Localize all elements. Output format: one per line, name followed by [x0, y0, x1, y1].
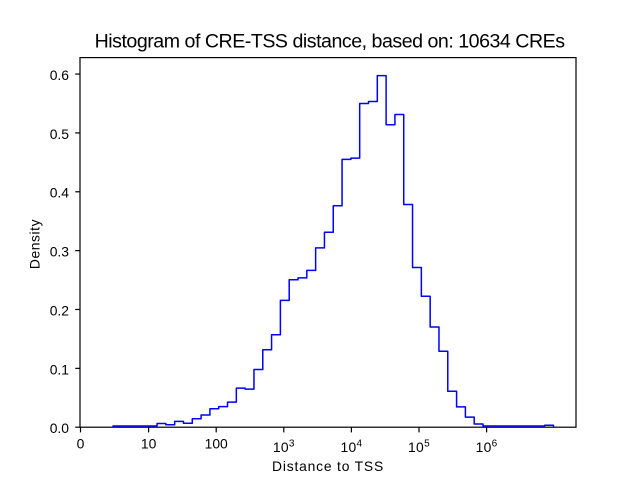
svg-text:0.5: 0.5 — [50, 126, 70, 142]
svg-text:0.2: 0.2 — [50, 302, 70, 318]
svg-text:Histogram of CRE-TSS distance,: Histogram of CRE-TSS distance, based on:… — [95, 31, 566, 53]
svg-text:Distance to TSS: Distance to TSS — [272, 458, 384, 474]
svg-text:0: 0 — [77, 435, 85, 451]
svg-text:0.3: 0.3 — [50, 244, 70, 260]
svg-text:0.0: 0.0 — [50, 420, 70, 436]
svg-text:10: 10 — [141, 435, 157, 451]
svg-text:100: 100 — [205, 435, 228, 451]
svg-text:0.4: 0.4 — [50, 185, 70, 201]
svg-text:Density: Density — [27, 219, 43, 269]
svg-text:0.1: 0.1 — [50, 361, 70, 377]
svg-text:0.6: 0.6 — [50, 67, 70, 83]
